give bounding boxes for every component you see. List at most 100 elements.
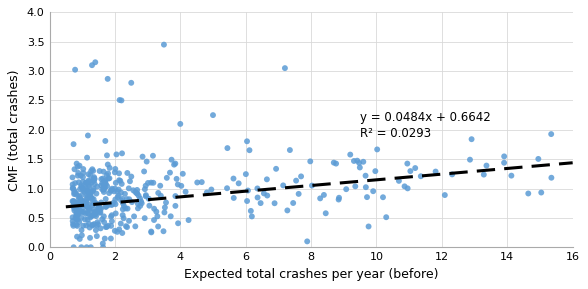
Point [316,196,325,201]
Point [93,208,103,213]
Point [110,170,119,175]
Point [141,184,151,188]
Point [86,173,95,177]
Point [129,188,138,192]
Point [148,153,158,158]
Point [123,206,132,211]
Point [171,161,180,166]
Point [82,223,91,228]
Point [447,172,457,177]
Point [141,193,151,197]
Point [242,199,252,203]
Point [82,155,92,160]
Point [111,202,120,207]
Point [131,224,140,229]
Point [110,229,119,233]
Point [99,183,109,187]
Point [440,193,450,197]
Point [101,178,110,183]
Point [77,216,86,220]
Point [321,211,330,216]
Point [355,165,365,170]
Point [85,206,94,211]
Point [169,162,179,167]
Point [83,210,92,215]
Point [400,184,409,189]
Point [149,180,158,185]
Point [118,207,128,212]
Point [223,146,232,150]
Point [84,191,93,196]
Point [83,205,92,210]
Point [107,202,116,207]
Point [68,204,78,208]
Point [102,225,111,229]
Point [146,229,156,234]
Point [78,188,88,193]
Point [69,192,79,196]
Point [86,194,95,199]
Point [140,216,149,221]
Point [96,226,105,231]
Point [71,216,81,220]
Point [95,206,105,211]
Point [70,167,79,172]
Point [116,190,126,195]
Point [465,157,475,162]
Point [353,158,362,163]
Point [68,199,77,203]
Point [89,197,98,201]
Point [403,186,412,191]
Point [129,214,139,219]
Point [69,188,79,193]
Point [140,187,149,192]
Point [91,228,101,232]
Point [72,217,81,222]
Point [124,186,133,191]
Point [111,167,120,171]
Point [184,218,193,223]
Point [103,162,112,167]
Point [88,223,97,228]
Point [80,217,89,222]
Point [118,213,128,217]
Point [112,229,122,234]
Point [243,188,253,193]
Point [78,179,88,184]
Point [85,191,95,196]
Point [499,160,509,165]
Point [144,197,153,201]
Point [283,208,292,213]
Point [467,137,476,142]
Point [76,202,85,207]
Point [253,186,262,191]
Point [114,193,123,198]
Point [69,245,78,250]
Point [116,221,125,226]
Point [82,180,92,185]
Point [102,204,111,209]
Point [181,190,191,194]
Point [119,216,128,221]
Point [91,210,100,214]
Point [76,183,86,188]
Point [103,171,113,176]
Point [105,166,114,170]
Point [308,183,317,188]
Point [342,187,351,192]
Point [159,229,168,234]
Point [89,212,99,217]
X-axis label: Expected total crashes per year (before): Expected total crashes per year (before) [184,268,438,281]
Point [166,214,175,218]
Point [165,170,175,175]
Point [537,190,546,195]
Point [270,201,279,205]
Point [153,191,163,195]
Point [89,210,98,215]
Point [86,194,95,199]
Point [101,139,110,143]
Point [361,185,370,190]
Point [72,234,82,239]
Point [145,203,154,208]
Point [111,181,121,185]
